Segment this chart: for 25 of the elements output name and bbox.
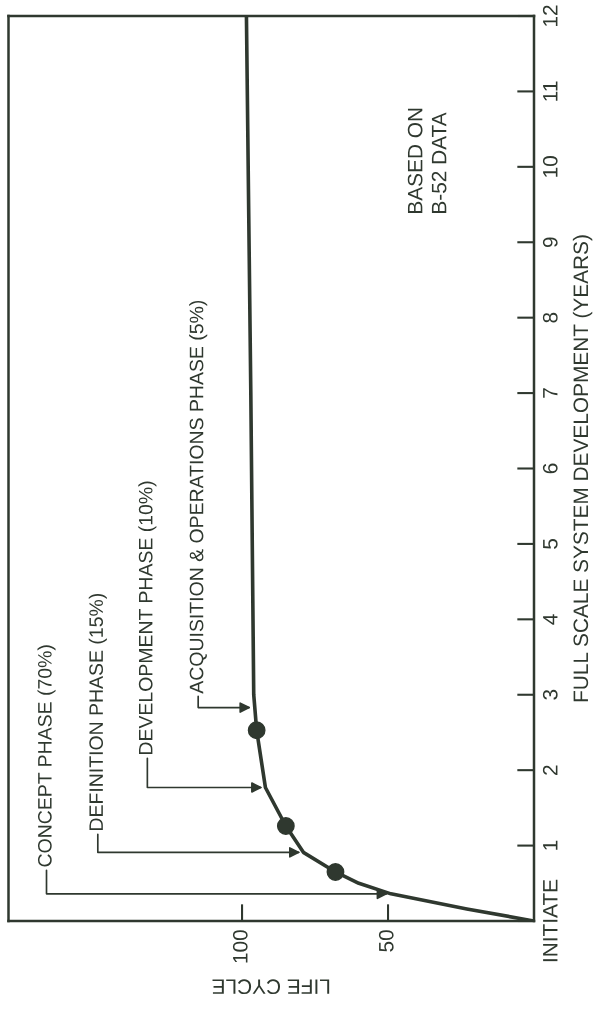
annotation: DEFINITION PHASE (15%): [88, 593, 107, 830]
y-tick-label: 2: [542, 765, 558, 775]
y-tick-label: 10: [542, 156, 558, 177]
y-tick-label: 12: [542, 5, 558, 26]
point: [247, 721, 266, 740]
x-axis-title: LIFE CYCLE: [212, 979, 330, 995]
y-tick-label: 1: [543, 840, 558, 850]
y-tick-label: 6: [542, 463, 558, 474]
y-tick-label: 4: [543, 614, 558, 625]
annotation: DEVELOPMENT PHASE (10%): [138, 481, 157, 754]
x-tick-label: 50: [378, 930, 394, 952]
annotation: CONCEPT PHASE (70%): [37, 645, 56, 867]
y-axis-title: FULL SCALE SYSTEM DEVELOPMENT (YEARS): [572, 235, 593, 702]
annotation: BASED ON B-52 DATA: [407, 108, 447, 213]
y-tick-label: 8: [542, 312, 558, 323]
y-tick-label: INITIATE: [543, 879, 558, 962]
y-tick-label: 5: [543, 539, 558, 549]
y-tick-label: 11: [543, 81, 558, 101]
y-tick-label: 3: [542, 689, 558, 700]
annotation: ACQUISITION & OPERATIONS PHASE (5%): [189, 300, 208, 694]
point: [276, 817, 295, 835]
y-tick-label: 7: [543, 388, 558, 398]
y-tick-label: 9: [542, 237, 558, 248]
x-tick-label: 100: [232, 930, 248, 963]
point: [326, 863, 345, 881]
